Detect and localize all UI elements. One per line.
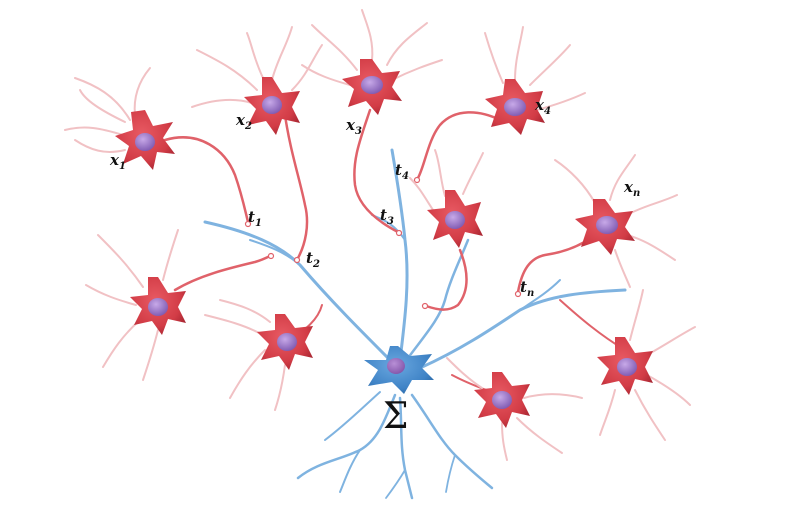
- neuron-x1: [64, 67, 175, 170]
- target-dendrites: [203, 148, 627, 500]
- label-t2: t2: [306, 249, 320, 270]
- neuron-x4: [484, 26, 586, 135]
- input-labels: x1 x2 x3 x4 xn: [109, 96, 640, 199]
- sum-symbol: Σ: [383, 396, 408, 437]
- label-x3: x3: [345, 116, 362, 137]
- neuron-bottom-center: [446, 357, 583, 461]
- label-x2: x2: [235, 111, 252, 132]
- neuron-right-lower: [597, 289, 696, 441]
- neuron-center-right: [409, 149, 484, 248]
- label-x4: x4: [534, 96, 551, 117]
- neuron-left-lower: [204, 299, 313, 411]
- weight-labels: t1 t2 t3 t4 tn: [248, 161, 534, 299]
- label-t1: t1: [248, 208, 262, 229]
- neuron-xn: [554, 154, 678, 288]
- neuron-left-middle: [85, 229, 186, 381]
- label-tn: tn: [520, 278, 534, 299]
- label-x1: x1: [109, 151, 126, 172]
- neuron-x2: [191, 26, 323, 135]
- neuron-x3: [301, 9, 443, 115]
- synapse-terminals: [244, 176, 522, 310]
- label-t3: t3: [380, 206, 394, 227]
- label-t4: t4: [395, 161, 409, 182]
- label-xn: xn: [623, 178, 640, 199]
- target-neuron: [364, 346, 434, 394]
